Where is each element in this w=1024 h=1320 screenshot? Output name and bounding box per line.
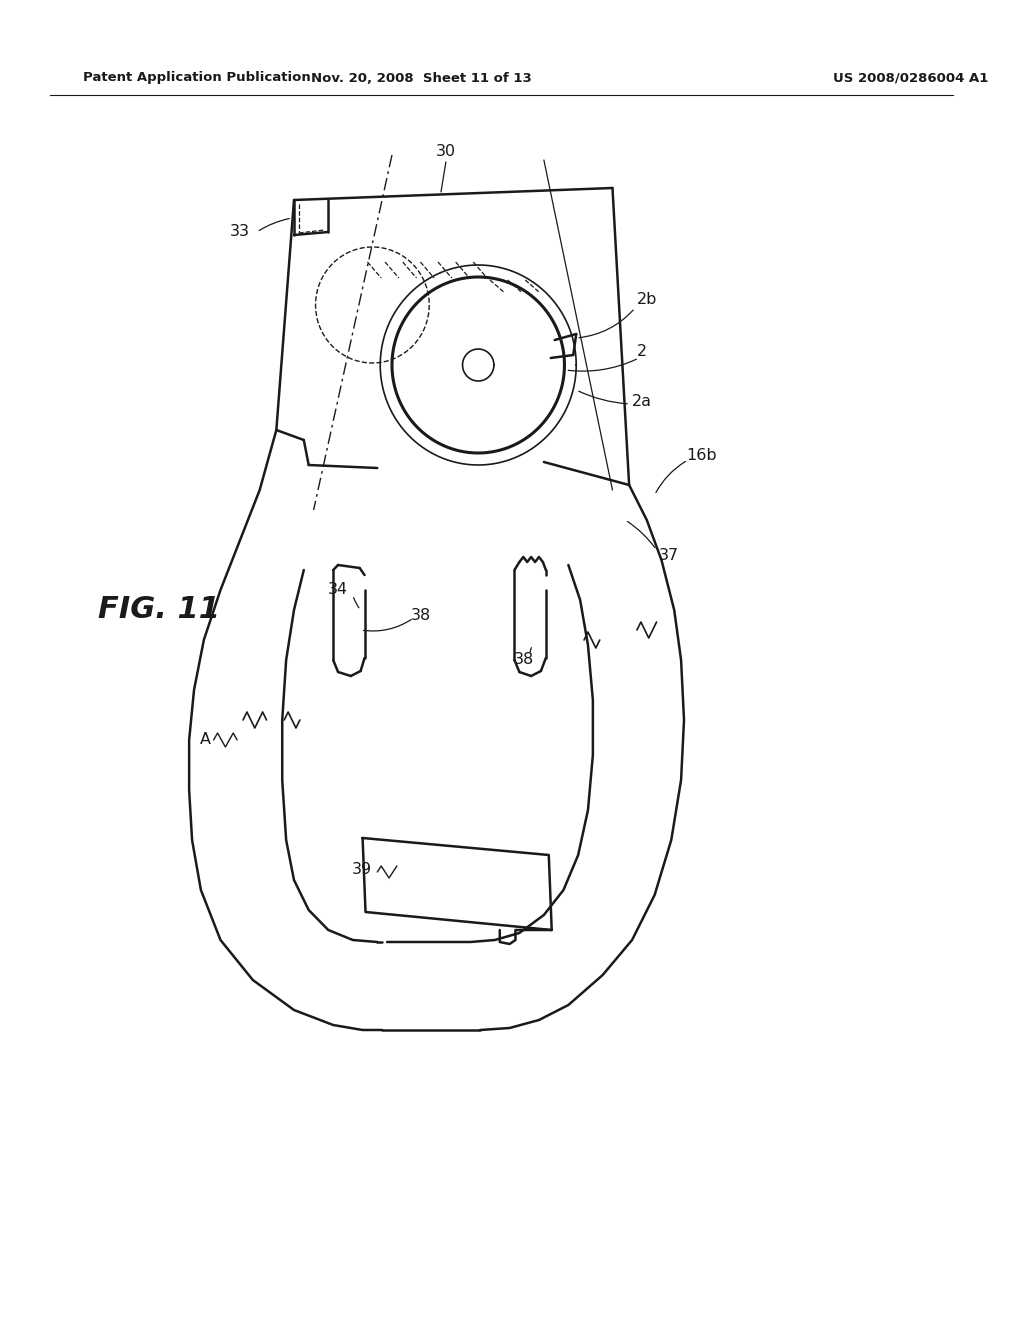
Text: 33: 33 (230, 224, 250, 239)
Text: A: A (200, 733, 211, 747)
Text: 34: 34 (328, 582, 348, 598)
Text: 38: 38 (412, 607, 431, 623)
Text: FIG. 11: FIG. 11 (97, 595, 220, 624)
Text: 2: 2 (637, 345, 647, 359)
Text: Patent Application Publication: Patent Application Publication (83, 71, 311, 84)
Text: 2b: 2b (637, 293, 657, 308)
Text: US 2008/0286004 A1: US 2008/0286004 A1 (833, 71, 988, 84)
Text: 38: 38 (514, 652, 535, 668)
Text: 37: 37 (658, 548, 679, 562)
Text: 30: 30 (436, 144, 456, 160)
Text: 16b: 16b (686, 447, 717, 462)
Text: Nov. 20, 2008  Sheet 11 of 13: Nov. 20, 2008 Sheet 11 of 13 (311, 71, 531, 84)
Text: 2a: 2a (632, 395, 652, 409)
Text: 39: 39 (352, 862, 373, 878)
